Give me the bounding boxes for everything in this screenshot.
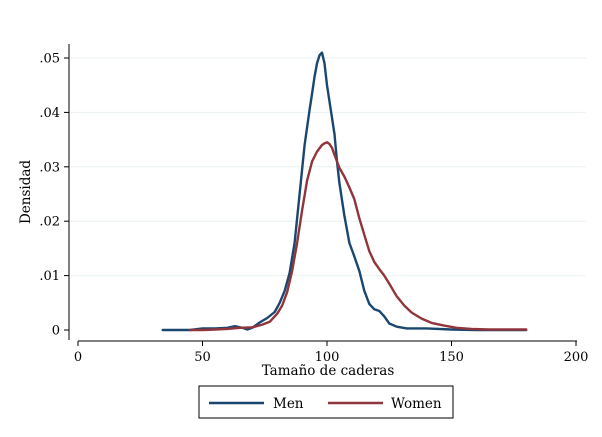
legend-label-women: Women bbox=[391, 396, 442, 412]
series-line-women bbox=[188, 141, 528, 332]
y-tick-label: .01 bbox=[39, 269, 60, 284]
y-tick-label: .03 bbox=[39, 160, 60, 175]
x-tick-label: 50 bbox=[194, 350, 211, 365]
x-tick-label: 100 bbox=[315, 350, 340, 365]
y-tick-label: 0 bbox=[52, 324, 60, 339]
y-ticks: 0 .01 .02 .03 .04 .05 bbox=[39, 52, 69, 339]
axes bbox=[68, 44, 577, 342]
x-tick-label: 200 bbox=[564, 350, 589, 365]
y-axis-title: Densidad bbox=[18, 160, 34, 224]
y-tick-label: .02 bbox=[39, 215, 60, 230]
x-ticks: 0 50 100 150 200 bbox=[74, 341, 589, 365]
y-tick-label: .05 bbox=[39, 52, 60, 67]
x-tick-label: 0 bbox=[74, 350, 82, 365]
x-axis-title: Tamaño de caderas bbox=[262, 363, 395, 379]
legend-label-men: Men bbox=[273, 396, 304, 412]
gridlines bbox=[70, 57, 586, 277]
y-tick-label: .04 bbox=[39, 106, 60, 121]
series-line-men bbox=[161, 51, 528, 332]
series-lines bbox=[161, 51, 528, 332]
legend: Men Women bbox=[198, 385, 454, 419]
x-tick-label: 150 bbox=[439, 350, 464, 365]
